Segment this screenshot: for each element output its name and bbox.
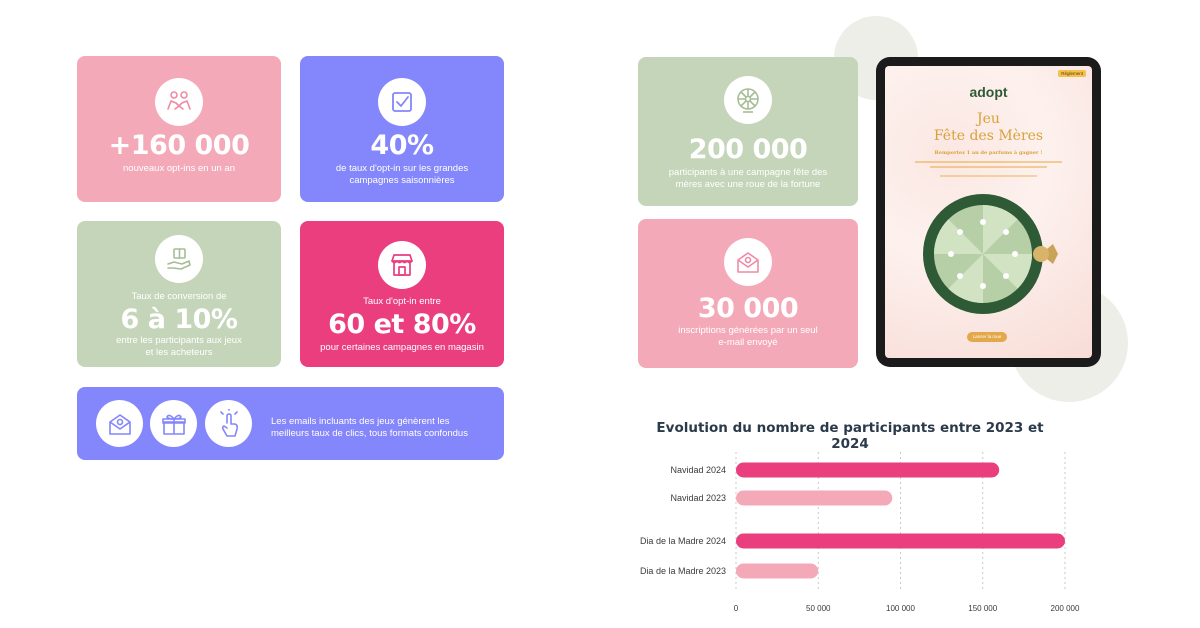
wheel-icon — [737, 88, 759, 113]
optins-card: +160 000 nouveaux opt-ins en un an — [77, 56, 281, 202]
store-pre: Taux d'opt-in entre — [363, 296, 441, 307]
store-icon — [391, 254, 413, 276]
store-card: Taux d'opt-in entre 60 et 80% pour certa… — [300, 221, 504, 367]
tablet-body-line — [915, 161, 1062, 163]
tablet-body-line — [930, 166, 1047, 168]
optins-value: +160 000 — [108, 130, 250, 161]
signups-label: inscriptions générées par un seul e-mail… — [678, 325, 818, 348]
tablet-title-line1: Jeu — [977, 111, 1000, 127]
gift-icon — [161, 414, 186, 435]
participants-card: 200 000 participants à une campagne fête… — [638, 57, 858, 206]
category-label: Navidad 2024 — [670, 465, 726, 475]
conversion-label: entre les participants aux jeux et les a… — [116, 335, 242, 358]
conversion-value: 6 à 10% — [120, 304, 238, 335]
x-tick-label: 100 000 — [886, 604, 915, 613]
emails-banner: Les emails incluants des jeux génèrent l… — [77, 387, 504, 460]
bar — [736, 533, 1065, 549]
optin-rate-value: 40% — [370, 130, 434, 161]
emails-banner-text: Les emails incluants des jeux génèrent l… — [271, 416, 468, 439]
click-icon-circle — [205, 400, 252, 447]
email-icon — [108, 413, 131, 435]
signups-card: 30 000 inscriptions générées par un seul… — [638, 219, 858, 368]
x-tick-label: 0 — [734, 604, 739, 613]
category-label: Navidad 2023 — [670, 493, 726, 503]
category-label: Dia de la Madre 2024 — [640, 536, 726, 546]
bar — [736, 563, 819, 579]
x-tick-label: 150 000 — [968, 604, 997, 613]
participants-label: participants à une campagne fête des mèr… — [668, 167, 828, 190]
tablet-badge[interactable]: Règlement — [1058, 70, 1086, 77]
tablet-title-line2: Fête des Mères — [933, 128, 1044, 144]
handshake-icon-circle — [155, 78, 203, 126]
bar-chart: Navidad 2024 Navidad 2023 Dia de la Madre … — [640, 452, 1080, 613]
optin-rate-card: 40% de taux d'opt-in sur les grandes cam… — [300, 56, 504, 202]
store-icon-circle — [378, 241, 426, 289]
bar — [736, 462, 1000, 478]
optins-label: nouveaux opt-ins en un an — [123, 163, 235, 174]
optin-rate-label: de taux d'opt-in sur les grandes campagn… — [335, 163, 469, 186]
gift-hand-icon-circle — [155, 235, 203, 283]
conversion-card: Taux de conversion de 6 à 10% entre les … — [77, 221, 281, 367]
checkbox-icon — [392, 92, 412, 112]
participants-value: 200 000 — [688, 134, 808, 165]
checkbox-icon-circle — [378, 78, 426, 126]
tablet-subtitle: Remportez 1 an de parfums à gagner ! — [934, 150, 1043, 156]
chart-title: Evolution du nombre de participants entr… — [656, 420, 1044, 452]
email-icon-circle-2 — [724, 238, 772, 286]
tablet-screen: Règlement adopt Jeu Fête des Mères Rempo… — [885, 66, 1092, 358]
wheel-icon-circle — [724, 76, 772, 124]
store-value: 60 et 80% — [328, 309, 476, 340]
tablet-spin-button[interactable]: Lancer la roue — [967, 332, 1007, 342]
handshake-icon — [167, 91, 191, 110]
fortune-wheel[interactable] — [923, 192, 1063, 317]
conversion-pre: Taux de conversion de — [131, 291, 227, 302]
bar — [736, 490, 893, 506]
tablet-mockup: Règlement adopt Jeu Fête des Mères Rempo… — [876, 57, 1101, 367]
gift-icon-circle — [150, 400, 197, 447]
category-label: Dia de la Madre 2023 — [640, 566, 726, 576]
email-icon-circle — [96, 400, 143, 447]
email-icon — [737, 252, 759, 273]
tablet-body-line — [940, 175, 1037, 177]
x-tick-label: 200 000 — [1051, 604, 1080, 613]
signups-value: 30 000 — [697, 293, 799, 324]
gift-hand-icon — [167, 248, 191, 270]
tablet-logo: adopt — [969, 84, 1008, 100]
store-label: pour certaines campagnes en magasin — [320, 342, 484, 353]
x-tick-label: 50 000 — [806, 604, 831, 613]
click-icon — [219, 408, 238, 437]
